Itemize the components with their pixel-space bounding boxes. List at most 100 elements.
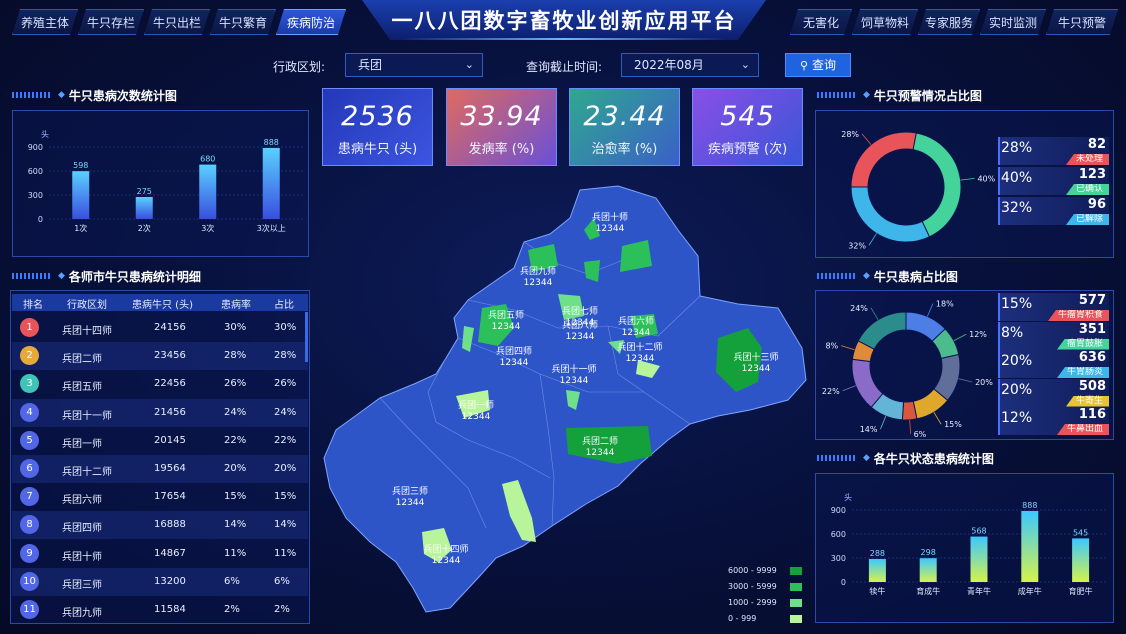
- bar: [868, 558, 886, 582]
- leader-line: [909, 419, 912, 434]
- slice-percent-label: 32%: [848, 241, 866, 250]
- map-legend-range: 3000 - 5999: [728, 582, 777, 591]
- legend-row[interactable]: 32% 96 已解除: [998, 197, 1109, 225]
- cell-region: 兵团十一师: [62, 410, 112, 422]
- cell-sick-count: 13200: [154, 575, 186, 587]
- y-tick-label: 300: [831, 554, 846, 563]
- legend-tag: 牛瘤胃积食: [1047, 310, 1109, 321]
- bar-value-label: 598: [73, 161, 88, 170]
- table-row[interactable]: 9 兵团十师 14867 11% 11%: [12, 540, 308, 568]
- legend-count: 116: [1078, 407, 1106, 422]
- table-row[interactable]: 7 兵团六师 17654 15% 15%: [12, 483, 308, 511]
- table-row[interactable]: 6 兵团十二师 19564 20% 20%: [12, 455, 308, 483]
- table-row[interactable]: 8 兵团四师 16888 14% 14%: [12, 511, 308, 540]
- legend-tag: 牛寄生: [1065, 395, 1109, 407]
- kpi-label: 发病率 (%): [468, 142, 535, 157]
- legend-row[interactable]: 15% 577 牛瘤胃积食: [998, 293, 1109, 321]
- map-region-label: 兵团八师: [562, 319, 598, 331]
- region-select-value: 兵团: [358, 58, 383, 72]
- legend-tag: 牛鼻出血: [1056, 424, 1109, 435]
- cell-region: 兵团五师: [62, 382, 102, 394]
- region-map[interactable]: 兵团十师12344兵团九师12344兵团五师12344兵团七师12344兵团八师…: [318, 178, 818, 618]
- legend-row[interactable]: 28% 82 未处理: [998, 137, 1109, 165]
- title-decoration-icon: [12, 92, 52, 98]
- kpi-label: 疾病预警 (次): [707, 142, 788, 157]
- leader-line: [927, 303, 934, 317]
- header-share[interactable]: 占比: [274, 300, 294, 311]
- map-region-value: 12344: [560, 376, 589, 386]
- cell-region: 兵团一师: [62, 438, 102, 450]
- table-row[interactable]: 3 兵团五师 22456 26% 26%: [12, 370, 308, 398]
- legend-row[interactable]: 8% 351 瘤胃鼓胀: [998, 321, 1109, 350]
- state-stats-title: 各牛只状态患病统计图: [873, 451, 994, 466]
- header-rate[interactable]: 患病率: [221, 300, 251, 311]
- slice-percent-label: 14%: [860, 425, 878, 434]
- table-row[interactable]: 11 兵团九师 11584 2% 2%: [12, 596, 308, 624]
- region-select[interactable]: 兵团 ⌄: [345, 53, 483, 77]
- map-labels: 兵团十师12344兵团九师12344兵团五师12344兵团七师12344兵团八师…: [392, 211, 779, 566]
- map-region-label: 兵团一师: [458, 399, 494, 411]
- map-region-label: 兵团六师: [618, 315, 654, 327]
- map-region-outline[interactable]: [323, 185, 807, 613]
- cell-region: 兵团四师: [62, 523, 102, 535]
- state-stats-title-wrap: ◆ 各牛只状态患病统计图: [817, 450, 994, 466]
- legend-row[interactable]: 20% 636 牛胃肠炎: [998, 350, 1109, 378]
- cell-rate: 26%: [224, 378, 247, 390]
- map-legend-item: 3000 - 5999: [728, 582, 802, 591]
- bar: [135, 197, 153, 219]
- query-button[interactable]: ⚲ 查询: [785, 53, 851, 77]
- date-select[interactable]: 2022年08月 ⌄: [621, 53, 759, 77]
- table-row[interactable]: 4 兵团十一师 21456 24% 24%: [12, 398, 308, 427]
- table-row[interactable]: 2 兵团二师 23456 28% 28%: [12, 342, 308, 371]
- legend-swatch-icon: [790, 583, 802, 591]
- slice-percent-label: 15%: [944, 420, 962, 429]
- bar: [72, 171, 90, 219]
- kpi-value: 2536: [341, 101, 414, 132]
- rank-badge: 3: [20, 374, 39, 394]
- cell-rate: 20%: [224, 463, 247, 474]
- slice-percent-label: 28%: [841, 130, 859, 139]
- table-row[interactable]: 1 兵团十四师 24156 30% 30%: [12, 314, 308, 342]
- nav-tab-disease-control[interactable]: 疾病防治: [276, 9, 346, 35]
- kpi-label: 患病牛只 (头): [337, 142, 418, 157]
- x-tick-label: 成年牛: [1018, 586, 1042, 596]
- bar-value-label: 680: [200, 155, 215, 164]
- map-region-label: 兵团十二师: [617, 341, 662, 353]
- bar: [970, 536, 988, 582]
- warning-ratio-title-wrap: ◆ 牛只预警情况占比图: [817, 87, 982, 103]
- disease-ratio-chart: 18% 12% 20% 15% 6% 14% 22% 8% 24%: [822, 300, 993, 439]
- table-row[interactable]: 10 兵团三师 13200 6% 6%: [12, 567, 308, 596]
- y-tick-label: 600: [831, 530, 846, 539]
- nav-tab-slaughter[interactable]: 牛只出栏: [144, 9, 210, 35]
- nav-tab-breeding-entity[interactable]: 养殖主体: [12, 9, 78, 35]
- nav-tab-harmless[interactable]: 无害化: [790, 9, 852, 35]
- nav-tab-monitor[interactable]: 实时监测: [980, 9, 1046, 35]
- disease-count-title-wrap: ◆ 牛只患病次数统计图: [12, 87, 177, 103]
- leader-line: [953, 333, 967, 342]
- nav-tab-reproduction[interactable]: 牛只繁育: [210, 9, 276, 35]
- map-region-label: 兵团十三师: [733, 351, 778, 363]
- legend-row[interactable]: 12% 116 牛鼻出血: [998, 407, 1109, 435]
- table-row[interactable]: 5 兵团一师 20145 22% 22%: [12, 427, 308, 455]
- legend-row[interactable]: 40% 123 已确认: [998, 167, 1109, 195]
- legend-count: 351: [1078, 321, 1106, 337]
- slice-percent-label: 18%: [936, 300, 954, 309]
- map-region-value: 12344: [432, 556, 461, 566]
- leader-line: [842, 385, 856, 392]
- nav-tab-inventory[interactable]: 牛只存栏: [78, 9, 144, 35]
- leader-line: [880, 415, 887, 430]
- header-sick-count[interactable]: 患病牛只 (头): [132, 300, 193, 311]
- table-scrollbar[interactable]: [305, 312, 308, 362]
- y-tick-label: 900: [831, 506, 846, 515]
- legend-row[interactable]: 20% 508 牛寄生: [998, 378, 1109, 407]
- bar: [919, 558, 937, 582]
- header-region[interactable]: 行政区划: [67, 300, 107, 311]
- cell-share: 26%: [274, 378, 297, 390]
- nav-tab-warning[interactable]: 牛只预警: [1046, 9, 1118, 35]
- cell-share: 11%: [274, 547, 297, 559]
- bar-value-label: 545: [1073, 528, 1088, 537]
- cell-rate: 24%: [224, 406, 247, 418]
- diamond-icon: ◆: [58, 271, 65, 281]
- nav-tab-forage[interactable]: 饲草物料: [852, 9, 918, 35]
- nav-tab-expert[interactable]: 专家服务: [918, 9, 980, 35]
